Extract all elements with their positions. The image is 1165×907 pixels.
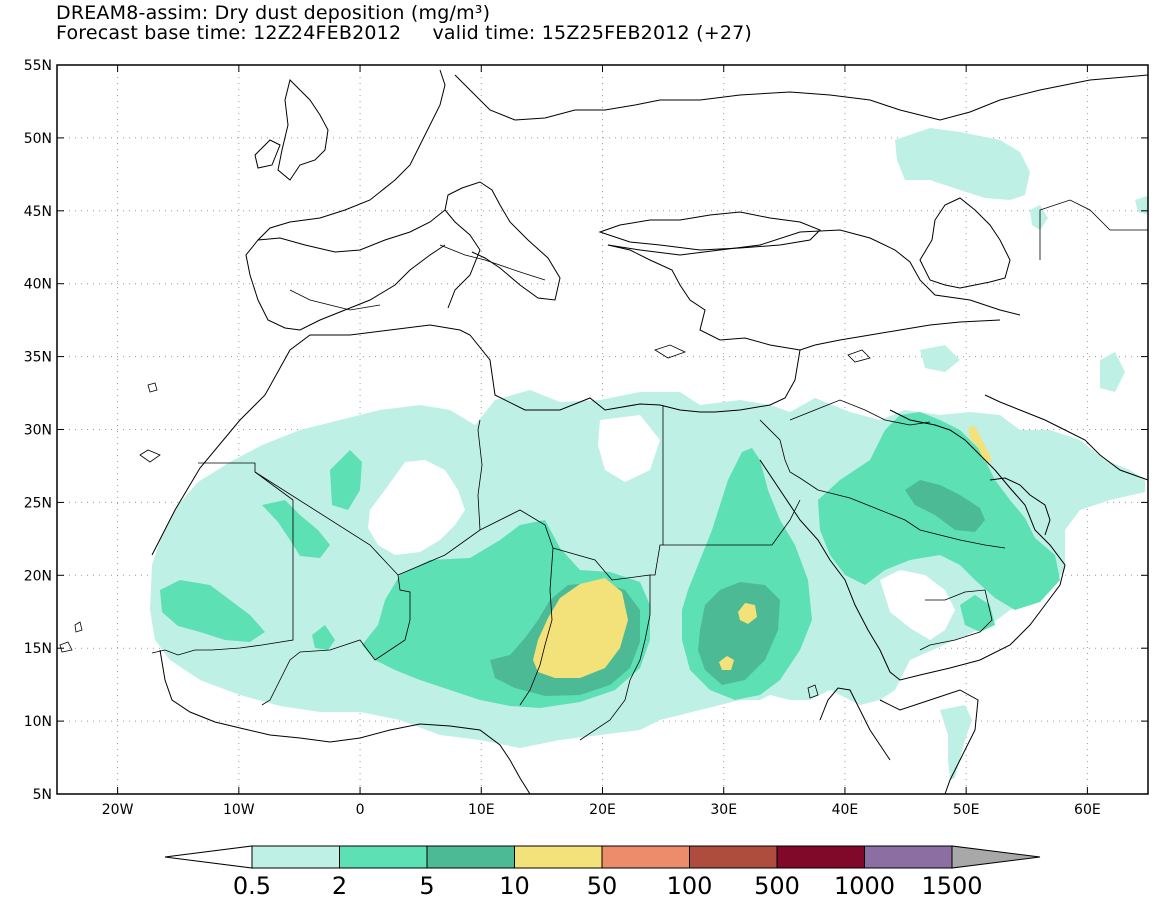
lat-tick-label: 20N	[24, 568, 52, 584]
colorbar-segment	[776, 845, 865, 869]
low-deposition-gaps	[368, 415, 955, 640]
lon-tick-label: 40E	[832, 802, 859, 818]
lat-tick-label: 5N	[33, 787, 52, 803]
colorbar-label: 1000	[834, 872, 895, 900]
colorbar-segment	[514, 845, 603, 869]
lon-tick-label: 30E	[710, 802, 737, 818]
colorbar-segment	[251, 845, 340, 869]
valid-time-label: valid time: 15Z25FEB2012 (+27)	[432, 22, 753, 44]
lon-tick-label: 20E	[589, 802, 616, 818]
lat-tick-label: 25N	[24, 495, 52, 511]
lon-tick-label: 10E	[468, 802, 495, 818]
colorbar-segment	[601, 845, 690, 869]
lon-tick-label: 50E	[953, 802, 980, 818]
colorbar-label: 5	[419, 872, 434, 900]
colorbar-label: 100	[667, 872, 713, 900]
base-time-label: Forecast base time: 12Z24FEB2012	[56, 22, 402, 44]
country-borders	[151, 199, 1148, 741]
colorbar: 0.5 2 5 10 50 100 500 1000 1500	[164, 845, 1041, 900]
lat-tick-label: 30N	[24, 423, 52, 439]
lat-tick-label: 40N	[24, 277, 52, 293]
lon-tick-label: 60E	[1074, 802, 1101, 818]
lat-tick-label: 50N	[24, 131, 52, 147]
map-plot-area	[57, 65, 1148, 794]
lon-tick-label: 10W	[223, 802, 255, 818]
colorbar-label: 1500	[921, 872, 982, 900]
islands	[59, 344, 871, 699]
lat-tick-label: 15N	[24, 641, 52, 657]
colorbar-label: 2	[332, 872, 347, 900]
lon-tick-label: 20W	[102, 802, 134, 818]
colorbar-segment	[426, 845, 515, 869]
colorbar-label: 0.5	[233, 872, 271, 900]
coastlines-and-borders	[151, 69, 1148, 794]
colorbar-under-arrow	[164, 845, 253, 869]
deposition-zone-very-high	[533, 426, 992, 678]
colorbar-segment	[689, 845, 778, 869]
map-title: DREAM8-assim: Dry dust deposition (mg/m³…	[56, 2, 491, 24]
axis-ticks: 20W 10W 0 10E 20E 30E 40E 50E 60E 55N 50N 45N 40N 35N…	[24, 58, 1148, 818]
colorbar-segment	[339, 845, 428, 869]
lon-tick-label: 0	[356, 802, 365, 818]
colorbar-label: 10	[499, 872, 530, 900]
lat-tick-label: 10N	[24, 714, 52, 730]
colorbar-label: 500	[754, 872, 800, 900]
lat-tick-label: 55N	[24, 58, 52, 74]
colorbar-over-arrow	[951, 845, 1041, 869]
lat-tick-label: 45N	[24, 204, 52, 220]
map-subtitle: Forecast base time: 12Z24FEB2012 valid t…	[56, 22, 752, 44]
colorbar-label: 50	[587, 872, 618, 900]
lat-tick-label: 35N	[24, 350, 52, 366]
colorbar-segment	[864, 845, 953, 869]
